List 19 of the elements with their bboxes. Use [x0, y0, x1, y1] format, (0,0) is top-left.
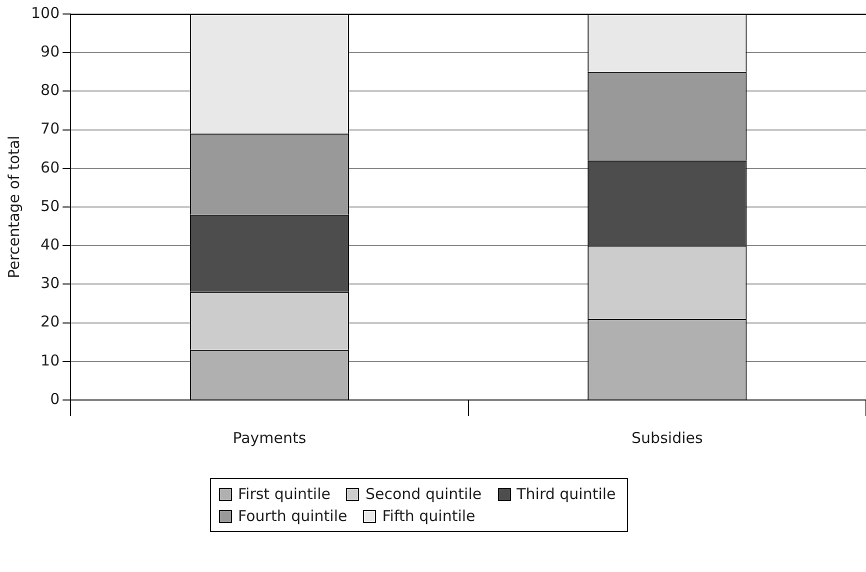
legend-label: Fifth quintile — [382, 507, 476, 525]
x-tick-label: Subsidies — [632, 428, 703, 447]
y-tick-label: 10 — [40, 351, 60, 370]
y-tick-label: 70 — [40, 120, 60, 138]
y-tick-label: 50 — [40, 196, 60, 215]
legend-label: First quintile — [238, 485, 330, 503]
x-tick-label: Payments — [232, 428, 306, 447]
legend-label: Third quintile — [516, 485, 616, 503]
y-tick-label: 80 — [40, 81, 60, 100]
y-tick-label: 40 — [40, 235, 60, 254]
y-tick-label: 0 — [50, 390, 60, 408]
legend-label: Second quintile — [365, 485, 482, 503]
legend-label: Fourth quintile — [238, 507, 348, 525]
y-tick-label: 100 — [30, 4, 60, 22]
y-tick-label: 20 — [40, 312, 60, 331]
y-tick-label: 30 — [40, 274, 60, 292]
y-axis-title: Percentage of total — [4, 136, 23, 278]
y-tick-label: 60 — [40, 158, 60, 176]
y-tick-label: 90 — [40, 42, 60, 60]
